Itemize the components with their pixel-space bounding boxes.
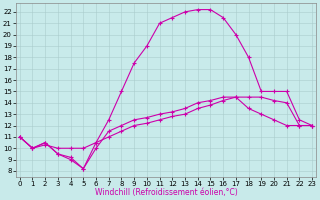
X-axis label: Windchill (Refroidissement éolien,°C): Windchill (Refroidissement éolien,°C) (95, 188, 237, 197)
